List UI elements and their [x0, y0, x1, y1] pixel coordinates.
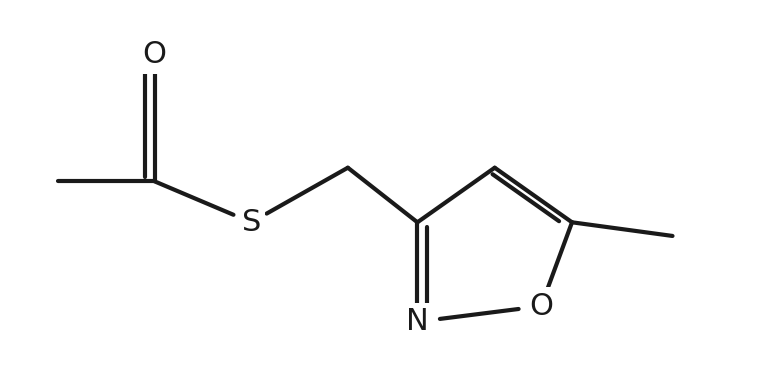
Text: O: O	[142, 40, 167, 69]
Text: S: S	[241, 208, 261, 237]
Text: O: O	[529, 292, 553, 321]
Text: N: N	[406, 307, 429, 336]
